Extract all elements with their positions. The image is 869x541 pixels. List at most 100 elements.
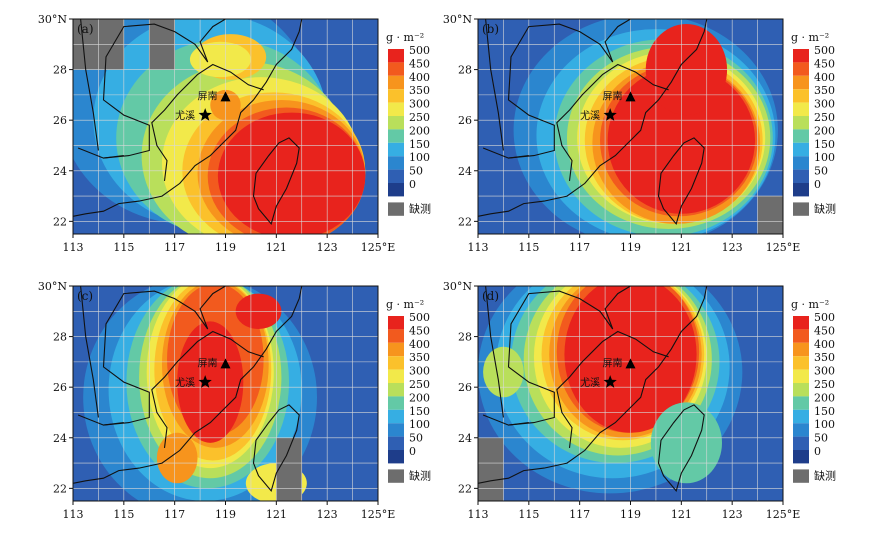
station-label-youxi: 尤溪 [580,109,600,122]
legend-unit: g · m⁻² [386,298,424,311]
x-tick-label: 115 [518,241,539,254]
legend-swatch [793,356,809,370]
x-tick-label: 119 [620,241,641,254]
panel-d: 屏南 尤溪 (d) 113 115 117 119 121 123 125°E 22 24 26 28 30… [440,272,869,537]
legend-value: 200 [409,124,430,137]
legend-value: 500 [409,44,430,57]
x-tick-label: 117 [569,508,590,521]
legend-swatch [388,183,404,197]
x-tick-label: 115 [518,508,539,521]
legend-swatch [793,369,809,383]
x-tick-label: 119 [215,508,236,521]
legend-swatch [793,316,809,330]
x-tick-label: 113 [468,241,489,254]
y-tick-label: 30°N [38,280,67,293]
youxi-star-marker [603,375,617,388]
legend-missing-swatch [388,469,404,483]
legend-value: 50 [409,432,423,445]
station-label-pingnan: 屏南 [603,89,623,102]
legend-swatch [793,49,809,63]
x-tick-label: 123 [722,508,743,521]
legend-value: 500 [814,44,835,57]
legend-value: 50 [814,432,828,445]
y-tick-label: 30°N [443,13,472,26]
legend-swatch [793,183,809,197]
legend-value: 500 [409,311,430,324]
y-tick-label: 30°N [443,280,472,293]
x-tick-label: 115 [113,241,134,254]
legend-swatch [388,142,404,157]
station-label-pingnan: 屏南 [603,356,623,369]
legend-swatch [793,156,809,170]
boundary-line [604,286,631,330]
boundary-line [478,286,708,484]
legend-value: 400 [409,338,430,351]
boundary-line [556,63,669,181]
legend-swatch [793,450,809,464]
panel-label: (c) [77,289,93,303]
boundary-line [73,286,303,484]
station-label-youxi: 尤溪 [580,376,600,389]
missing-cell [276,437,302,501]
x-tick-label: 115 [113,508,134,521]
panel-label: (d) [482,289,499,303]
legend-missing-label: 缺测 [409,468,431,482]
y-tick-label: 26 [53,381,67,394]
panel-a: 屏南 尤溪 (a) 113 115 117 119 121 123 125°E 22 24 26 28 30… [35,5,465,270]
legend-value: 300 [409,365,430,378]
legend-value: 350 [409,84,430,97]
boundary-line [80,19,99,151]
legend-swatch [388,342,404,357]
taiwan-outline [657,137,705,226]
x-tick-label: 119 [620,508,641,521]
x-tick-label: 123 [317,241,338,254]
x-tick-label: 123 [722,241,743,254]
legend-value: 500 [814,311,835,324]
taiwan-outline [252,404,300,493]
station-label-youxi: 尤溪 [175,376,195,389]
boundary-line [485,286,504,418]
legend-swatch [793,62,809,76]
legend-value: 200 [409,391,430,404]
legend-swatch [388,436,404,450]
legend-unit: g · m⁻² [386,31,424,44]
y-tick-label: 24 [458,432,472,445]
boundary-line [151,330,264,448]
boundary-line [77,147,124,159]
legend-missing-swatch [793,202,809,216]
legend-value: 100 [409,418,430,431]
y-tick-label: 24 [53,432,67,445]
legend-swatch [388,62,404,76]
missing-cell [478,437,504,501]
y-tick-label: 26 [458,381,472,394]
legend-swatch [793,116,809,130]
legend-value: 450 [409,57,430,70]
boundary-line [556,330,669,448]
legend-swatch [793,169,809,183]
boundary-line [73,19,303,217]
x-tick-label: 119 [215,241,236,254]
legend-swatch [793,75,809,90]
legend-value: 50 [409,165,423,178]
legend-value: 100 [814,418,835,431]
x-tick-label: 125°E [766,508,801,521]
legend-unit: g · m⁻² [791,31,829,44]
legend-swatch [388,450,404,464]
legend-swatch [793,329,809,343]
x-tick-label: 113 [63,241,84,254]
boundary-line [478,19,708,217]
legend-value: 200 [814,391,835,404]
legend-value: 300 [814,365,835,378]
legend-value: 350 [814,84,835,97]
field-layer [478,19,783,234]
legend-value: 0 [814,445,821,458]
legend-swatch [388,423,404,437]
legend-missing-swatch [793,469,809,483]
legend-value: 0 [814,178,821,191]
x-tick-label: 123 [317,508,338,521]
legend-value: 400 [814,71,835,84]
taiwan-outline [252,137,300,226]
station-label-pingnan: 屏南 [198,356,218,369]
